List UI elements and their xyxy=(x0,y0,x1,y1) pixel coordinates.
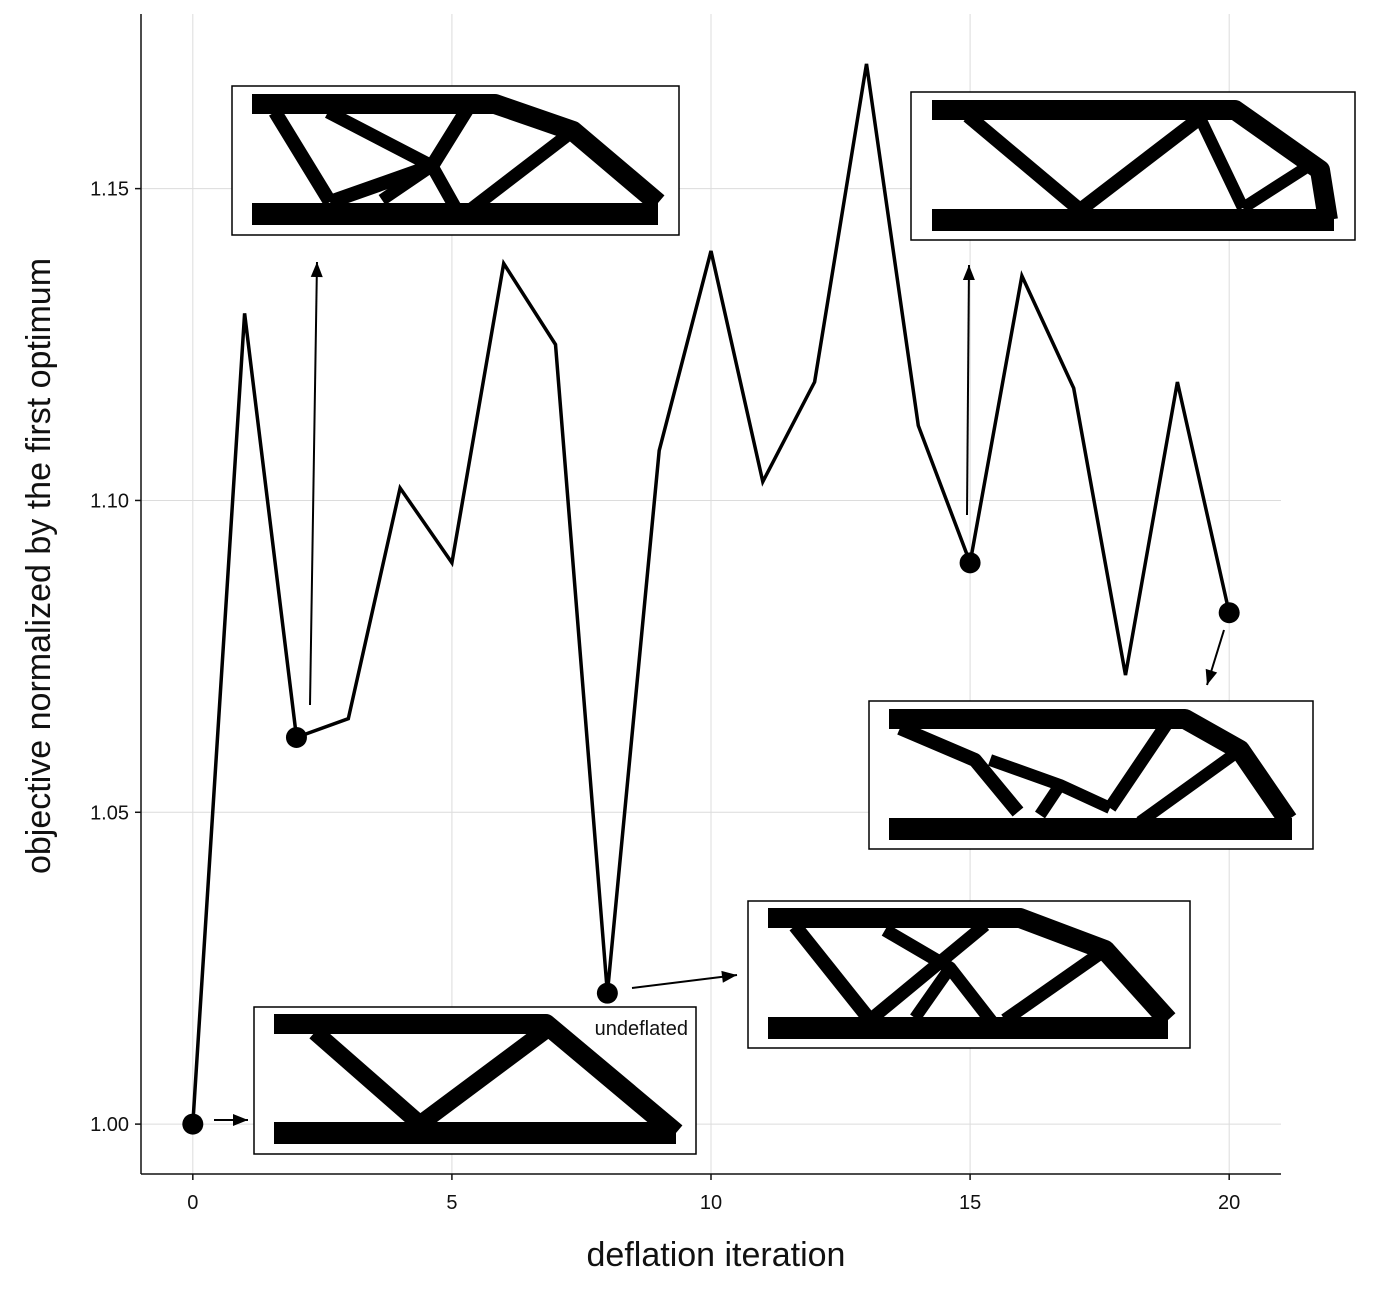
undeflated-label: undeflated xyxy=(595,1018,688,1040)
truss-structure-0 xyxy=(274,1014,683,1144)
y-tick-label: 1.00 xyxy=(90,1114,129,1136)
data-point-marker xyxy=(959,552,981,574)
truss-structure-15 xyxy=(932,100,1338,231)
arrow-head xyxy=(310,262,323,278)
truss-structure-2 xyxy=(252,94,665,225)
x-axis-title: deflation iteration xyxy=(587,1236,846,1274)
arrow-head xyxy=(721,970,737,983)
data-point-marker xyxy=(285,726,307,748)
inset-design-20 xyxy=(868,700,1314,850)
x-tick-label: 10 xyxy=(700,1192,722,1214)
data-point-marker xyxy=(182,1113,204,1135)
arrow-line xyxy=(631,974,738,989)
series-line xyxy=(191,63,1231,1125)
inset-design-0: undeflated xyxy=(253,1006,697,1155)
y-tick-label: 1.05 xyxy=(90,802,129,824)
inset-design-8 xyxy=(747,900,1191,1049)
arrow-line xyxy=(309,261,318,706)
arrow-head xyxy=(233,1114,248,1126)
inset-design-2 xyxy=(231,85,680,236)
truss-structure-20 xyxy=(889,709,1297,840)
data-point-marker xyxy=(596,982,618,1004)
series xyxy=(191,63,1231,1125)
markers xyxy=(182,552,1240,1135)
ticks: 0 5 10 15 20 1.00 1.05 1.10 1.15 xyxy=(90,179,1240,1214)
y-axis-title: objective normalized by the first optimu… xyxy=(20,258,58,874)
x-tick-label: 5 xyxy=(446,1192,457,1214)
y-tick-label: 1.15 xyxy=(90,179,129,201)
inset-design-15 xyxy=(910,91,1356,241)
x-tick-label: 15 xyxy=(959,1192,981,1214)
arrow-head xyxy=(962,265,975,281)
arrow-line xyxy=(966,264,970,516)
truss-structure-8 xyxy=(768,908,1176,1039)
x-tick-label: 20 xyxy=(1218,1192,1240,1214)
y-tick-label: 1.10 xyxy=(90,490,129,512)
arrow-head xyxy=(1205,668,1218,685)
x-tick-label: 0 xyxy=(187,1192,198,1214)
arrows xyxy=(214,261,1225,1126)
data-point-marker xyxy=(1218,602,1240,624)
